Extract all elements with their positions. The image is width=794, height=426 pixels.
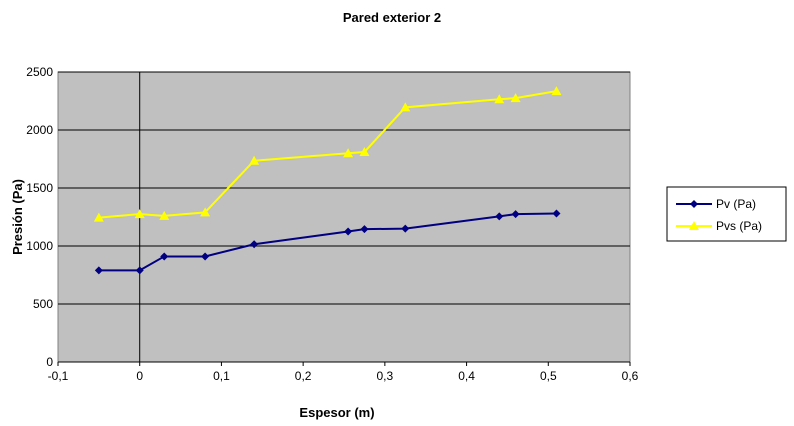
x-tick-label: 0,4 <box>458 369 475 383</box>
legend-box <box>666 186 787 242</box>
legend: Pv (Pa) Pvs (Pa) <box>666 186 787 242</box>
x-axis-title: Espesor (m) <box>299 405 374 420</box>
legend-marker <box>690 200 698 208</box>
data-point <box>494 94 505 104</box>
data-point <box>551 86 562 96</box>
x-tick-label: -0,1 <box>48 369 69 383</box>
x-tick-label: 0,3 <box>377 369 394 383</box>
data-point <box>94 266 103 275</box>
y-tick-label: 500 <box>33 297 53 311</box>
x-tick-label: 0 <box>136 369 143 383</box>
data-point <box>160 252 169 261</box>
x-tick-label: 0,5 <box>540 369 557 383</box>
data-point <box>200 207 211 217</box>
x-tick-labels: -0,1 0 0,1 0,2 0,3 0,4 0,5 0,6 <box>48 369 639 383</box>
data-point <box>511 210 520 219</box>
legend-label: Pvs (Pa) <box>716 219 762 233</box>
y-axis-title: Presión (Pa) <box>10 179 25 255</box>
legend-marker <box>689 221 699 230</box>
series-layer <box>93 86 562 275</box>
data-point <box>249 155 260 165</box>
data-point <box>159 210 170 220</box>
y-tick-labels: 0 500 1000 1500 2000 2500 <box>26 65 53 369</box>
data-point <box>93 212 104 222</box>
data-point <box>510 93 521 103</box>
data-point <box>359 147 370 157</box>
y-tick-label: 1000 <box>26 239 53 253</box>
data-point <box>134 209 145 219</box>
plot-area <box>57 71 631 363</box>
data-point <box>495 212 504 221</box>
data-point <box>135 266 144 275</box>
x-tick-label: 0,1 <box>213 369 230 383</box>
data-point <box>552 209 561 218</box>
data-point <box>360 225 369 234</box>
data-point <box>401 224 410 233</box>
data-point <box>400 102 411 112</box>
y-tick-label: 2000 <box>26 123 53 137</box>
chart-title: Pared exterior 2 <box>343 10 441 25</box>
series-pv <box>94 209 561 275</box>
y-tick-label: 1500 <box>26 181 53 195</box>
series-pvs <box>93 86 562 222</box>
y-tick-label: 0 <box>46 355 53 369</box>
y-tick-label: 2500 <box>26 65 53 79</box>
x-tick-label: 0,2 <box>295 369 312 383</box>
data-point <box>201 252 210 261</box>
data-point <box>250 240 259 249</box>
legend-label: Pv (Pa) <box>716 197 756 211</box>
gridlines <box>58 71 630 305</box>
x-tick-label: 0,6 <box>622 369 639 383</box>
data-point <box>344 227 353 236</box>
data-point <box>343 148 354 158</box>
